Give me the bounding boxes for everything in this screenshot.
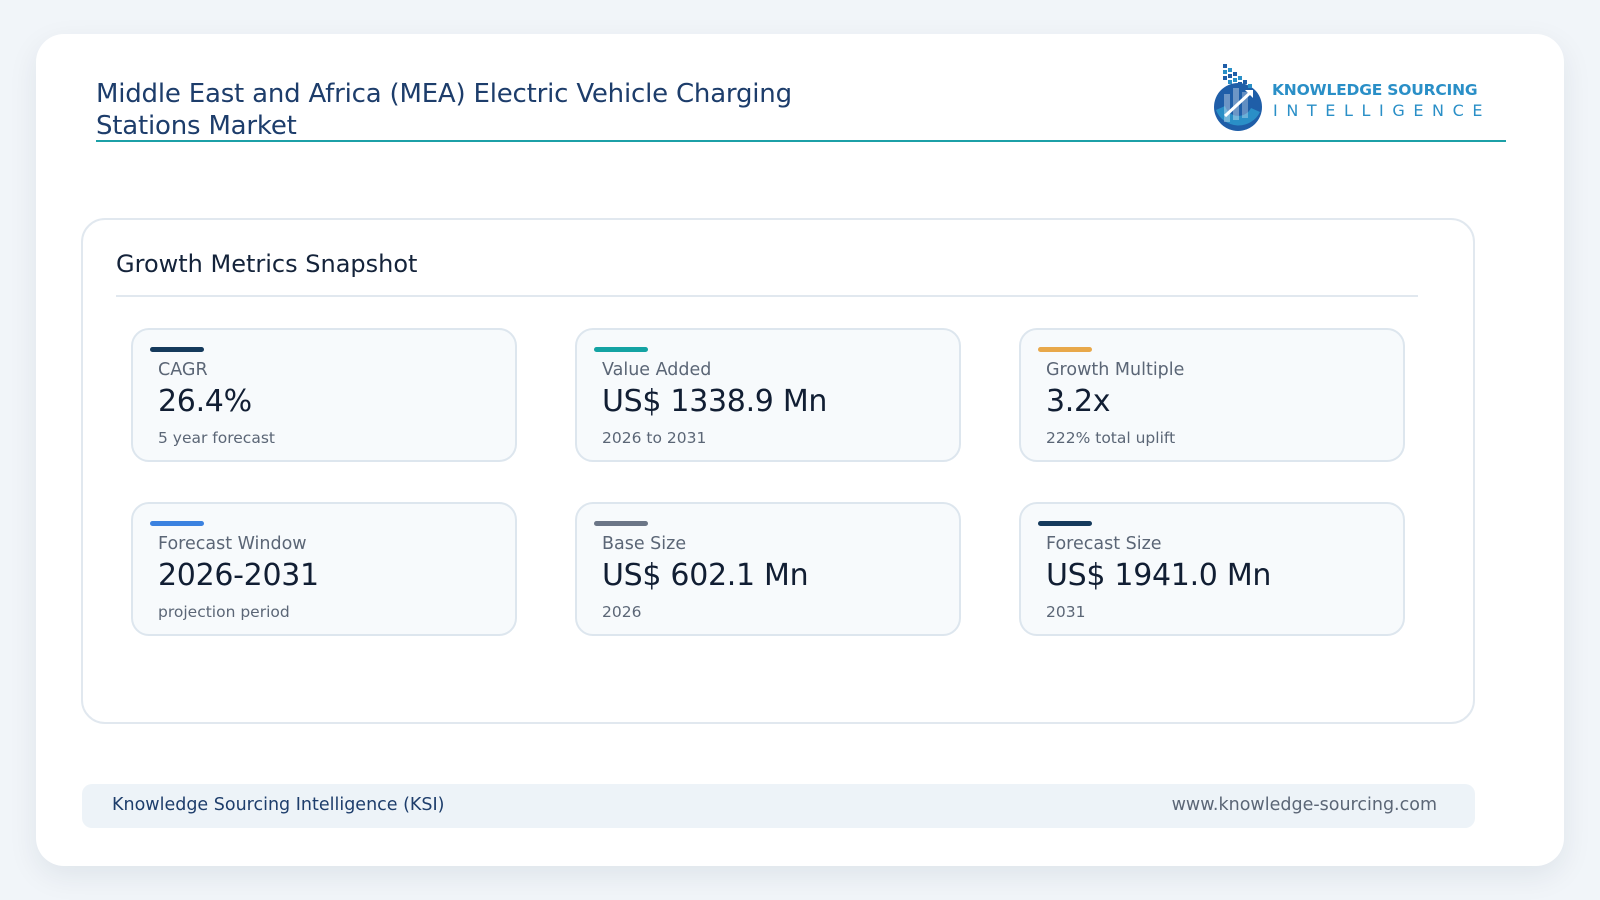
footer-company-name: Knowledge Sourcing Intelligence (KSI) [112, 795, 445, 815]
metric-subtext: 2026 [602, 603, 642, 621]
metric-accent-bar [594, 347, 648, 352]
metric-label: Growth Multiple [1046, 360, 1185, 380]
footer-website-link[interactable]: www.knowledge-sourcing.com [1171, 795, 1437, 815]
metric-card-base-size: Base Size US$ 602.1 Mn 2026 [575, 502, 961, 636]
metric-label: Value Added [602, 360, 712, 380]
metric-accent-bar [150, 347, 204, 352]
growth-metrics-panel: Growth Metrics Snapshot CAGR 26.4% 5 yea… [81, 218, 1475, 724]
metric-label: CAGR [158, 360, 208, 380]
metric-subtext: 2026 to 2031 [602, 429, 707, 447]
metric-subtext: 5 year forecast [158, 429, 275, 447]
report-title: Middle East and Africa (MEA) Electric Ve… [96, 79, 792, 141]
metric-accent-bar [594, 521, 648, 526]
metric-value: US$ 1338.9 Mn [602, 384, 828, 419]
brand-tagline: INTELLIGENCE [1273, 101, 1492, 120]
panel-divider [116, 295, 1418, 297]
metric-card-forecast-size: Forecast Size US$ 1941.0 Mn 2031 [1019, 502, 1405, 636]
metric-accent-bar [150, 521, 204, 526]
panel-title: Growth Metrics Snapshot [116, 250, 418, 278]
metric-accent-bar [1038, 521, 1092, 526]
report-card: Middle East and Africa (MEA) Electric Ve… [36, 34, 1564, 866]
metric-label: Base Size [602, 534, 687, 554]
brand-name: KNOWLEDGE SOURCING [1272, 81, 1478, 99]
metric-value: 3.2x [1046, 384, 1111, 419]
metric-value: US$ 602.1 Mn [602, 558, 809, 593]
metric-value: US$ 1941.0 Mn [1046, 558, 1272, 593]
metric-value: 2026-2031 [158, 558, 319, 593]
metric-card-growth-multiple: Growth Multiple 3.2x 222% total uplift [1019, 328, 1405, 462]
metric-value: 26.4% [158, 384, 252, 419]
metric-label: Forecast Size [1046, 534, 1162, 554]
metric-accent-bar [1038, 347, 1092, 352]
metric-card-value-added: Value Added US$ 1338.9 Mn 2026 to 2031 [575, 328, 961, 462]
metric-label: Forecast Window [158, 534, 307, 554]
metric-card-forecast-window: Forecast Window 2026-2031 projection per… [131, 502, 517, 636]
metric-subtext: 222% total uplift [1046, 429, 1176, 447]
metric-subtext: projection period [158, 603, 290, 621]
metric-subtext: 2031 [1046, 603, 1086, 621]
title-underline [96, 140, 1506, 142]
metric-card-cagr: CAGR 26.4% 5 year forecast [131, 328, 517, 462]
ksi-logo-icon [1214, 64, 1262, 131]
brand-logo: KNOWLEDGE SOURCING INTELLIGENCE [1211, 62, 1511, 132]
footer-bar: Knowledge Sourcing Intelligence (KSI) ww… [82, 784, 1475, 828]
